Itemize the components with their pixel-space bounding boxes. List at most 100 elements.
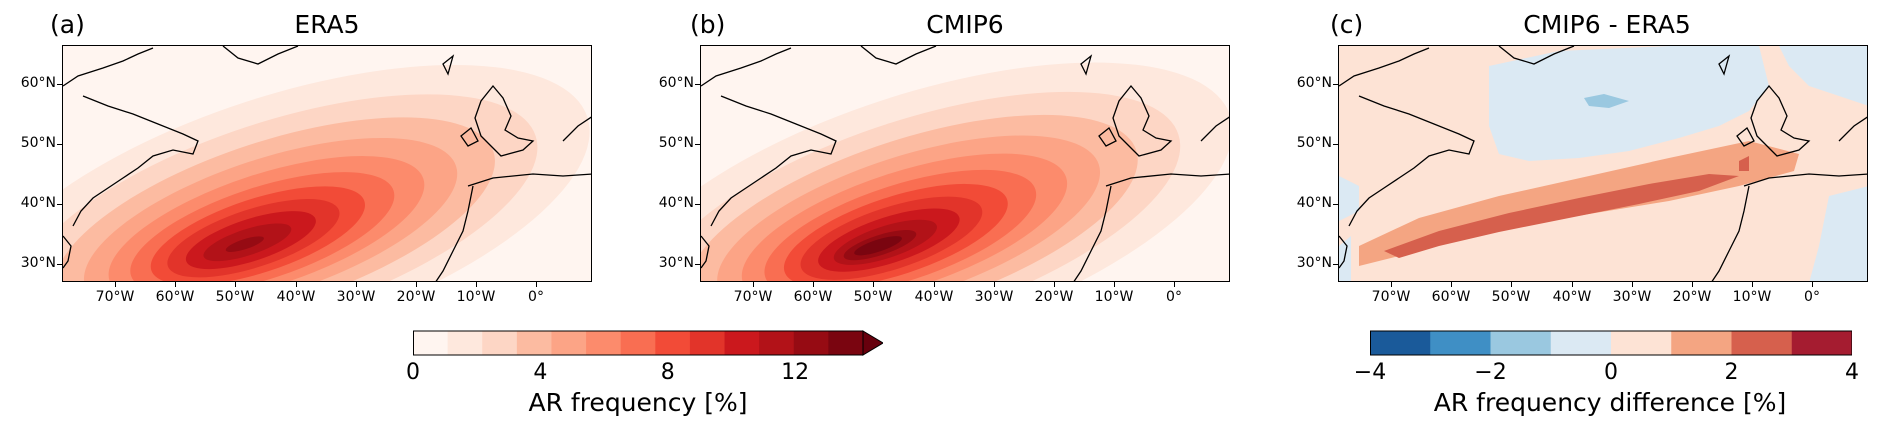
panel-a-title: ERA5 — [294, 10, 360, 39]
colorbar-difference — [1370, 330, 1852, 356]
colorbar-segment — [1671, 331, 1732, 355]
lat-tick — [57, 204, 62, 205]
colorbar-segment — [655, 331, 691, 355]
colorbar-frequency-title: AR frequency [%] — [528, 388, 748, 417]
lat-label: 60°N — [658, 75, 694, 91]
lat-label: 40°N — [1296, 195, 1332, 211]
lon-label: 70°W — [1371, 289, 1411, 305]
lon-label: 20°W — [396, 289, 436, 305]
lon-label: 30°W — [974, 289, 1014, 305]
freq-tick-label: 4 — [533, 360, 548, 385]
colorbar-segment — [447, 331, 483, 355]
lat-label: 30°N — [20, 255, 56, 271]
map-cmip6 — [700, 45, 1230, 282]
freq-tick-label: 8 — [660, 360, 675, 385]
colorbar-segment — [689, 331, 726, 355]
colorbar-segment — [551, 331, 587, 355]
lon-label: 40°W — [276, 289, 316, 305]
lat-tick — [695, 204, 700, 205]
colorbar-segment — [413, 331, 449, 355]
lat-label: 50°N — [20, 135, 56, 151]
lon-label: 30°W — [1612, 289, 1652, 305]
lat-tick — [57, 144, 62, 145]
lon-tick — [296, 282, 297, 287]
lon-label: 30°W — [336, 289, 376, 305]
lon-tick — [1114, 282, 1115, 287]
lon-tick — [1572, 282, 1573, 287]
diff-tick-label: 4 — [1845, 360, 1859, 385]
colorbar-frequency — [413, 330, 883, 356]
lat-label: 30°N — [658, 255, 694, 271]
diff-tick-label: 0 — [1604, 360, 1618, 385]
lat-tick — [695, 84, 700, 85]
lon-label: 20°W — [1034, 289, 1074, 305]
lon-label: 0° — [1804, 289, 1820, 305]
lon-tick — [1692, 282, 1693, 287]
colorbar-segment — [1430, 331, 1491, 355]
panel-b-title: CMIP6 — [926, 10, 1004, 39]
map-difference — [1338, 45, 1868, 282]
lat-label: 40°N — [20, 195, 56, 211]
colorbar-segment — [516, 331, 552, 355]
lat-label: 50°N — [1296, 135, 1332, 151]
lon-tick — [1391, 282, 1392, 287]
colorbar-segment — [620, 331, 656, 355]
lon-label: 50°W — [1491, 289, 1531, 305]
colorbar-segment — [1370, 331, 1431, 355]
lon-tick — [536, 282, 537, 287]
lat-tick — [57, 264, 62, 265]
colorbar-extend-arrow — [862, 330, 883, 356]
map-era5 — [62, 45, 592, 282]
lon-label: 10°W — [1732, 289, 1772, 305]
lon-tick — [1511, 282, 1512, 287]
lon-tick — [1812, 282, 1813, 287]
colorbar-segment — [586, 331, 622, 355]
lon-label: 70°W — [733, 289, 773, 305]
lon-label: 20°W — [1672, 289, 1712, 305]
panel-c-tag: (c) — [1330, 10, 1364, 39]
lon-tick — [356, 282, 357, 287]
freq-tick-label: 0 — [406, 360, 420, 385]
panel-b-tag: (b) — [690, 10, 726, 39]
colorbar-segment — [759, 331, 795, 355]
panel-a-tag: (a) — [50, 10, 85, 39]
colorbar-segment — [724, 331, 760, 355]
lon-tick — [1752, 282, 1753, 287]
lon-tick — [1451, 282, 1452, 287]
colorbar-segment — [793, 331, 829, 355]
lat-label: 60°N — [1296, 75, 1332, 91]
lon-tick — [934, 282, 935, 287]
lon-label: 60°W — [793, 289, 833, 305]
lon-label: 70°W — [95, 289, 135, 305]
diff-tick-label: −4 — [1353, 360, 1387, 385]
colorbar-outline — [413, 330, 864, 356]
colorbar-segment — [828, 331, 864, 355]
colorbar-segment — [1791, 331, 1852, 355]
lat-tick — [695, 264, 700, 265]
lon-tick — [1054, 282, 1055, 287]
lon-label: 0° — [528, 289, 544, 305]
lon-tick — [235, 282, 236, 287]
lon-tick — [994, 282, 995, 287]
lon-label: 0° — [1166, 289, 1182, 305]
freq-tick-label: 12 — [781, 360, 810, 385]
lon-tick — [175, 282, 176, 287]
lat-tick — [1333, 264, 1338, 265]
colorbar-segment — [1611, 331, 1672, 355]
diff-tick-label: −2 — [1474, 360, 1507, 385]
lat-tick — [1333, 204, 1338, 205]
lon-tick — [416, 282, 417, 287]
lon-tick — [476, 282, 477, 287]
lon-tick — [753, 282, 754, 287]
colorbar-segment — [1731, 331, 1793, 355]
panel-c-title: CMIP6 - ERA5 — [1523, 10, 1691, 39]
lon-label: 10°W — [456, 289, 496, 305]
colorbar-segment — [1490, 331, 1552, 355]
lon-label: 10°W — [1094, 289, 1134, 305]
lon-label: 50°W — [853, 289, 893, 305]
lat-label: 40°N — [658, 195, 694, 211]
lon-label: 50°W — [215, 289, 255, 305]
lat-tick — [57, 84, 62, 85]
lon-tick — [1632, 282, 1633, 287]
colorbar-segment — [482, 331, 518, 355]
